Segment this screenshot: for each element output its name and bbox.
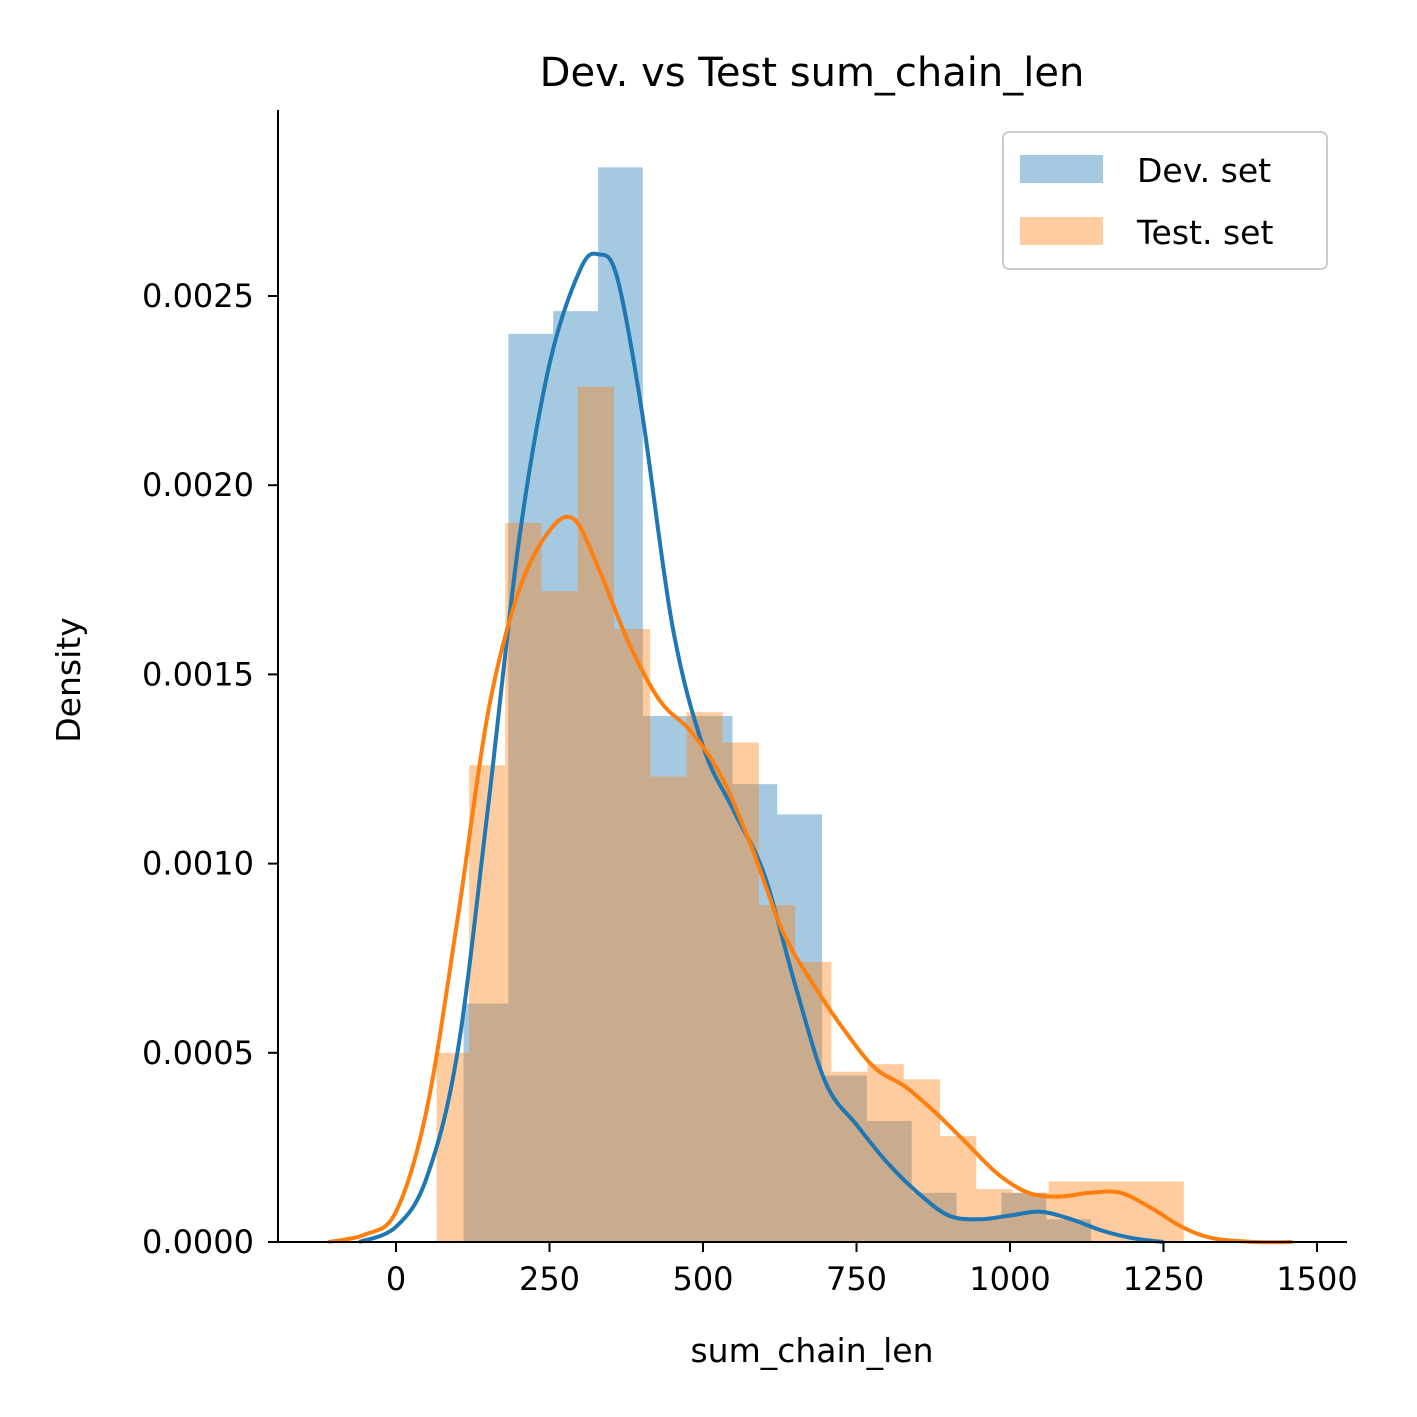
x-tick-label-6: 1500 — [1276, 1260, 1357, 1298]
kde-line-1 — [328, 514, 1293, 1245]
legend-label-dev: Dev. set — [1137, 151, 1271, 190]
histogram-bar-1-2 — [505, 523, 542, 1242]
y-tick-label-0: 0.0000 — [142, 1223, 254, 1261]
legend-frame — [1002, 131, 1328, 270]
legend-swatch-dev — [1020, 155, 1103, 183]
histogram-bar-1-11 — [831, 1071, 868, 1242]
chart-title: Dev. vs Test sum_chain_len — [540, 50, 1085, 96]
histogram-bar-1-14 — [940, 1136, 977, 1242]
histogram-layer — [436, 167, 1184, 1243]
histogram-bar-1-6 — [650, 776, 687, 1242]
histogram-bar-1-7 — [686, 712, 723, 1242]
histogram-bar-1-3 — [541, 591, 578, 1242]
histogram-bar-1-9 — [758, 905, 796, 1242]
histogram-bar-0-4 — [642, 716, 688, 1242]
y-tick-label-2: 0.0010 — [142, 845, 254, 883]
histogram-bar-0-0 — [463, 1003, 509, 1242]
x-axis-label: sum_chain_len — [690, 1331, 933, 1370]
x-tick-label-0: 0 — [386, 1260, 406, 1298]
histogram-bar-1-16 — [1012, 1192, 1049, 1242]
histogram-bar-1-13 — [903, 1079, 941, 1242]
kde-layer — [328, 251, 1293, 1245]
histogram-bar-0-8 — [822, 1075, 867, 1242]
y-tick-label-1: 0.0005 — [142, 1034, 254, 1072]
x-ticks: 0 250 500 750 1000 1250 1500 — [386, 1242, 1358, 1298]
histogram-bar-1-4 — [577, 386, 614, 1242]
x-tick-label-3: 750 — [826, 1260, 887, 1298]
y-axis-label: Density — [49, 617, 88, 742]
legend-label-test: Test. set — [1136, 213, 1273, 252]
x-tick-label-2: 500 — [672, 1260, 733, 1298]
x-tick-label-4: 1000 — [969, 1260, 1050, 1298]
histogram-series-1 — [436, 386, 1184, 1242]
x-tick-label-5: 1250 — [1123, 1260, 1204, 1298]
x-tick-label-1: 250 — [519, 1260, 580, 1298]
y-tick-label-4: 0.0020 — [142, 466, 254, 504]
legend-swatch-test — [1020, 217, 1103, 245]
histogram-bar-0-1 — [508, 333, 554, 1243]
histogram-bar-0-3 — [598, 167, 643, 1242]
histogram-bar-1-17 — [1048, 1181, 1085, 1242]
histogram-bar-0-13 — [1046, 1219, 1092, 1242]
histogram-bar-1-1 — [469, 765, 506, 1242]
histogram-bar-0-11 — [956, 1219, 1002, 1242]
y-tick-label-5: 0.0025 — [142, 277, 254, 315]
histogram-bar-1-12 — [867, 1064, 904, 1242]
legend: Dev. set Test. set — [1002, 131, 1328, 270]
histogram-bar-1-5 — [613, 628, 651, 1242]
histogram-bar-0-7 — [777, 814, 823, 1242]
y-tick-label-3: 0.0015 — [142, 655, 254, 693]
kde-line-0 — [358, 251, 1164, 1244]
y-ticks: 0.0000 0.0005 0.0010 0.0015 0.0020 0.0025 — [142, 277, 278, 1261]
histogram-series-0 — [463, 167, 1092, 1243]
histogram-bar-0-5 — [687, 716, 733, 1242]
histogram-bar-0-2 — [553, 311, 599, 1242]
